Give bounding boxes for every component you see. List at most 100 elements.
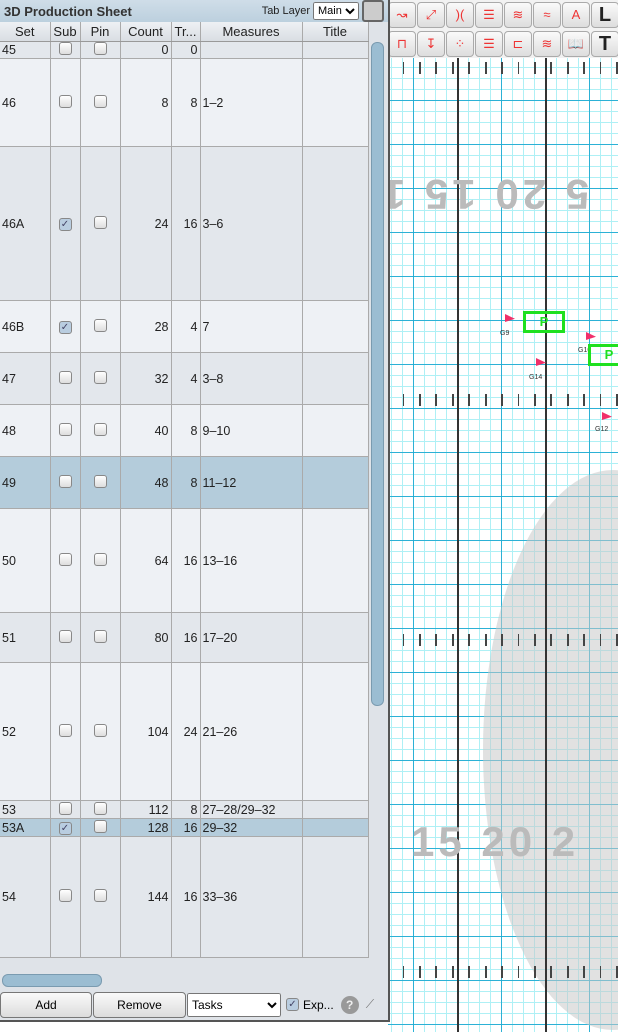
vertical-scrollbar[interactable] [371,42,384,706]
performer-p1[interactable]: P [523,311,565,333]
remove-button[interactable]: Remove [93,991,186,1018]
column-header[interactable]: Measures [200,22,303,42]
sub-checkbox[interactable] [58,889,72,902]
pin-checkbox[interactable] [93,215,107,229]
horizontal-scrollbar[interactable] [2,974,102,987]
table-row[interactable]: 46A ✓ 24 16 3–6 [0,146,369,301]
table-row[interactable]: 53 112 8 27–28/29–32 [0,800,369,819]
pin-checkbox[interactable] [93,552,107,566]
table-row[interactable]: 52 104 24 21–26 [0,662,369,801]
pin-checkbox[interactable] [93,370,107,384]
pin-checkbox[interactable] [93,94,107,108]
sub-checkbox[interactable] [58,42,72,55]
hash-mark [583,394,586,406]
line-tool-icon[interactable]: ☰ [475,2,503,28]
pin-cell [80,58,121,147]
pin-checkbox[interactable] [93,629,107,643]
transition-cell: 4 [171,300,201,353]
transition-cell: 16 [171,836,201,958]
column-header[interactable]: Sub [50,22,81,42]
sub-checkbox[interactable]: ✓ [58,218,72,231]
square-wave-icon[interactable]: ⊓ [388,30,416,57]
sub-cell: ✓ [50,300,81,353]
hash-mark [468,634,471,646]
flag-icon[interactable] [602,412,612,420]
sub-checkbox[interactable] [58,94,72,108]
sub-checkbox[interactable] [58,422,72,436]
column-header[interactable]: Count [120,22,172,42]
sub-checkbox[interactable]: ✓ [58,321,72,334]
drill-field[interactable]: 5 20 15 1 0 15 20 2 G9 G10 G14 G12 P P [388,0,618,1032]
table-row[interactable]: 49 48 8 11–12 [0,456,369,509]
add-button[interactable]: Add [0,991,92,1018]
drop-tool-icon[interactable]: ↧ [417,30,445,57]
sub-cell [50,58,81,147]
pin-checkbox[interactable] [93,889,107,902]
text-tool-T-button[interactable]: T [591,30,618,57]
sub-checkbox[interactable] [58,370,72,384]
flag-icon[interactable] [505,314,515,322]
follow-leader-icon[interactable]: ⊏ [504,30,532,57]
sub-checkbox[interactable] [58,801,72,815]
table-row[interactable]: 48 40 8 9–10 [0,404,369,457]
column-header[interactable]: Pin [80,22,121,42]
curve-tool-icon[interactable]: ↝ [388,2,416,28]
pin-checkbox[interactable] [93,801,107,815]
sub-checkbox[interactable] [58,723,72,737]
tab-layer-select[interactable]: Main [313,2,359,20]
text-tool-L-button[interactable]: L [591,2,618,28]
tasks-dropdown[interactable]: Tasks [187,992,281,1017]
measures-cell: 17–20 [200,612,303,663]
title-cell [302,404,369,457]
pin-checkbox[interactable] [93,723,107,737]
column-header[interactable]: Set [0,22,51,42]
set-cell: 47 [0,352,51,405]
pin-cell [80,146,121,301]
pin-checkbox[interactable] [93,42,107,55]
hash-mark [468,966,471,978]
wave-tool-icon[interactable]: ≈ [533,2,561,28]
column-header[interactable]: Tr... [171,22,201,42]
pin-checkbox[interactable] [93,422,107,436]
table-row[interactable]: 46B ✓ 28 4 7 [0,300,369,353]
hash-mark [468,62,471,74]
table-row[interactable]: 45 0 0 [0,41,369,59]
sub-cell [50,836,81,958]
sub-cell [50,508,81,613]
transition-cell: 4 [171,352,201,405]
column-header[interactable]: Title [302,22,369,42]
set-cell: 46B [0,300,51,353]
arc-tool-icon[interactable]: )( [446,2,474,28]
sub-checkbox[interactable] [58,552,72,566]
hash-mark [484,634,487,646]
block-tool-icon[interactable]: ☰ [475,30,503,57]
pin-checkbox[interactable] [93,819,107,833]
table-row[interactable]: 47 32 4 3–8 [0,352,369,405]
sub-checkbox[interactable]: ✓ [58,822,72,835]
resize-tool-icon[interactable]: ⤢ [417,2,445,28]
pin-checkbox[interactable] [93,318,107,332]
performer-p7[interactable]: P [588,344,618,366]
hash-mark [419,634,421,646]
label-tool-icon[interactable]: A [562,2,590,28]
sub-checkbox[interactable] [58,629,72,643]
table-row[interactable]: 53A ✓ 128 16 29–32 [0,818,369,837]
help-icon[interactable]: ? [340,995,359,1014]
table-row[interactable]: 54 144 16 33–36 [0,836,369,958]
zigzag-tool-icon[interactable]: ≋ [533,30,561,57]
flag-icon[interactable] [586,332,596,340]
maximize-button[interactable] [362,0,384,22]
curve-arc-icon[interactable]: ≋ [504,2,532,28]
hash-mark [533,634,536,646]
exp-checkbox[interactable]: ✓ [286,998,299,1011]
sub-checkbox[interactable] [58,474,72,488]
table-row[interactable]: 51 80 16 17–20 [0,612,369,663]
table-row[interactable]: 46 8 8 1–2 [0,58,369,147]
flag-icon[interactable] [536,358,546,366]
resize-grip-icon[interactable]: ⟋ [365,997,375,1011]
table-row[interactable]: 50 64 16 13–16 [0,508,369,613]
book-icon[interactable]: 📖 [562,30,590,57]
pin-checkbox[interactable] [93,474,107,488]
scatter-tool-icon[interactable]: ⁘ [446,30,474,57]
hash-mark [419,966,421,978]
